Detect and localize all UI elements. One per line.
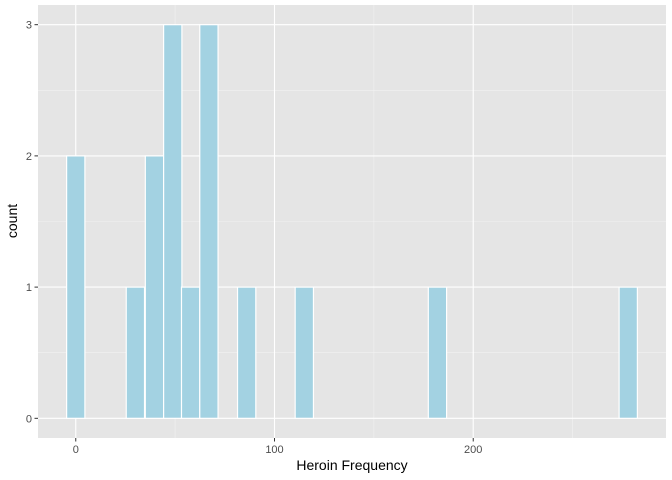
x-axis-title: Heroin Frequency bbox=[296, 457, 407, 473]
x-tick-label: 200 bbox=[464, 444, 482, 456]
y-tick-label: 3 bbox=[26, 20, 32, 32]
y-tick-label: 1 bbox=[26, 282, 32, 294]
y-axis-title: count bbox=[4, 204, 20, 238]
histogram-bar bbox=[66, 155, 86, 419]
histogram-bar bbox=[199, 24, 219, 419]
histogram-bar bbox=[144, 155, 165, 419]
y-tick-label: 0 bbox=[26, 413, 32, 425]
x-axis-ticks: 0 100 200 bbox=[73, 438, 482, 456]
histogram-bars bbox=[66, 24, 638, 419]
histogram-bar bbox=[180, 286, 201, 419]
histogram-bar bbox=[236, 286, 257, 419]
histogram-bar bbox=[294, 286, 315, 419]
histogram-bar bbox=[163, 24, 183, 419]
x-tick-label: 0 bbox=[73, 444, 79, 456]
y-tick-label: 2 bbox=[26, 151, 32, 163]
histogram-bar bbox=[618, 286, 638, 419]
x-tick-label: 100 bbox=[265, 444, 283, 456]
histogram-bar bbox=[427, 286, 448, 419]
histogram-bar bbox=[125, 286, 146, 419]
y-axis-ticks: 0 1 2 3 bbox=[26, 20, 38, 425]
